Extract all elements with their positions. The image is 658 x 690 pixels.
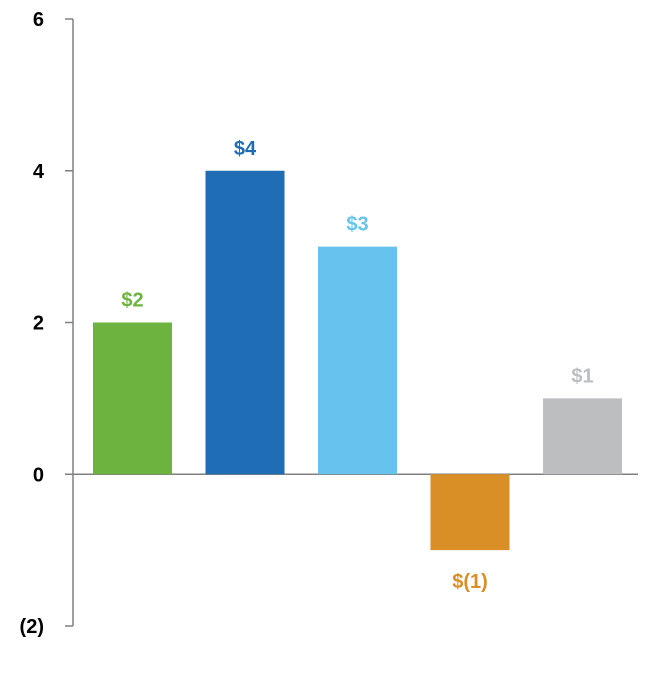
y-tick-label: (2) xyxy=(20,616,44,638)
bar xyxy=(93,322,172,475)
y-tick-label: 0 xyxy=(33,464,44,486)
bar xyxy=(205,170,285,475)
y-tick-label: 6 xyxy=(33,9,44,31)
bar xyxy=(318,246,397,475)
bar xyxy=(543,398,622,475)
data-label: $(1) xyxy=(452,571,488,593)
data-label: $3 xyxy=(346,214,368,236)
data-label: $1 xyxy=(571,365,593,387)
bar xyxy=(430,474,510,551)
y-tick-label: 4 xyxy=(33,161,45,183)
data-label: $4 xyxy=(234,138,257,160)
y-tick-label: 2 xyxy=(33,313,44,335)
bar-layer xyxy=(93,170,622,551)
label-layer: $2 $4 $3 $(1) $1 xyxy=(121,138,593,593)
data-label: $2 xyxy=(121,290,143,312)
